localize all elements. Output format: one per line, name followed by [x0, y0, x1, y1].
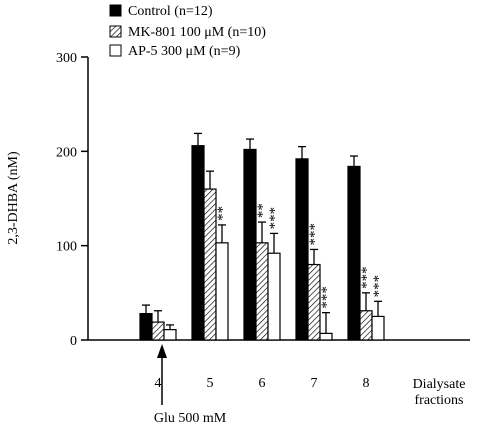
significance-mark: ***	[359, 266, 375, 289]
legend-entry-ap5: AP-5 300 μM (n=9)	[109, 44, 241, 59]
bar-series0-cat7	[295, 158, 309, 341]
bar-series0-cat4	[139, 312, 153, 341]
legend: Control (n=12) MK-801 100 μM (n=10) AP-5…	[109, 4, 266, 59]
legend-entry-mk801: MK-801 100 μM (n=10)	[109, 25, 266, 40]
x-tick-label: 7	[311, 376, 318, 391]
glu-annotation: Glu 500 mM	[154, 344, 227, 426]
legend-swatch-mk801	[109, 25, 122, 38]
y-tick-label: 300	[56, 51, 77, 66]
bar-series2-cat7	[319, 332, 333, 341]
x-tick-label: 5	[207, 376, 214, 391]
legend-label-mk801: MK-801 100 μM (n=10)	[128, 25, 266, 40]
y-ticks: 0 100 200 300	[56, 51, 88, 349]
y-axis-label: 2,3-DHBA (nM)	[6, 151, 21, 245]
bar-series0-cat5	[191, 145, 205, 341]
x-ticks: 4 5 6 7 8	[155, 376, 370, 391]
legend-swatch-ap5	[109, 44, 122, 57]
bar-series1-cat4	[151, 321, 165, 341]
significance-mark: ***	[267, 207, 283, 230]
x-tick-label: 8	[363, 376, 370, 391]
bar-series1-cat8	[359, 310, 373, 341]
bars: ********** *********	[139, 132, 387, 341]
bar-series0-cat6	[243, 148, 257, 341]
bar-series2-cat4	[163, 329, 177, 341]
arrow-head	[157, 344, 167, 358]
legend-label-control: Control (n=12)	[128, 4, 213, 19]
legend-label-ap5: AP-5 300 μM (n=9)	[128, 44, 241, 59]
bar-series2-cat8	[371, 315, 385, 341]
legend-entry-control: Control (n=12)	[109, 4, 213, 19]
y-tick-label: 0	[70, 334, 77, 349]
x-axis-label: Dialysate fractions	[413, 377, 466, 408]
bar-series2-cat5	[215, 242, 229, 341]
legend-swatch-control	[109, 4, 122, 17]
significance-mark: ***	[371, 275, 387, 298]
y-tick-label: 100	[56, 240, 77, 255]
significance-mark: ***	[307, 223, 323, 246]
bar-series0-cat8	[347, 165, 361, 341]
significance-mark: ***	[319, 286, 335, 309]
y-tick-label: 200	[56, 145, 77, 160]
bar-series2-cat6	[267, 252, 281, 341]
significance-mark: **	[215, 206, 231, 221]
significance-mark: **	[255, 203, 271, 218]
x-tick-label: 6	[259, 376, 266, 391]
x-axis-label-line-1: Dialysate	[413, 377, 466, 392]
annotation-label: Glu 500 mM	[154, 411, 227, 426]
x-axis-label-line-2: fractions	[415, 393, 464, 408]
x-tick-label: 4	[155, 376, 162, 391]
bar-series1-cat6	[255, 242, 269, 341]
